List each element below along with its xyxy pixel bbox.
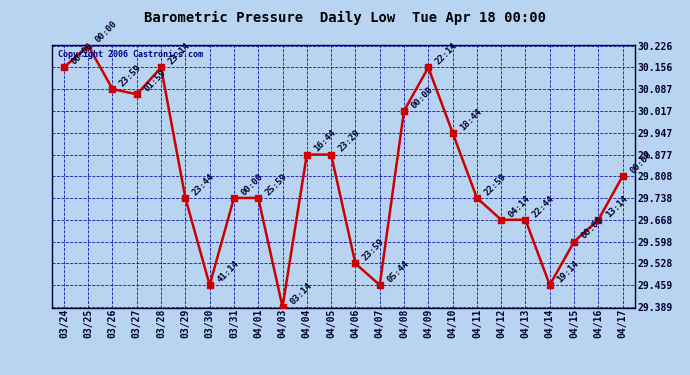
Point [350,261,361,267]
Point [131,92,142,98]
Point [399,108,410,114]
Point [569,238,580,244]
Text: 23:14: 23:14 [166,41,192,67]
Text: 13:14: 13:14 [604,194,629,219]
Point [495,217,506,223]
Point [253,195,264,201]
Point [180,195,191,201]
Text: 18:44: 18:44 [458,106,484,132]
Point [155,64,166,70]
Text: 00:00: 00:00 [94,20,119,45]
Point [326,152,337,157]
Text: 00:00: 00:00 [410,85,435,110]
Text: 00:00: 00:00 [628,150,653,176]
Text: 16:44: 16:44 [313,128,338,154]
Text: 22:44: 22:44 [531,194,556,219]
Point [277,304,288,310]
Point [423,64,434,70]
Text: 19:14: 19:14 [555,259,581,284]
Text: 03:14: 03:14 [288,281,313,306]
Text: 41:14: 41:14 [215,259,241,284]
Point [204,282,215,288]
Text: 25:59: 25:59 [264,172,289,197]
Text: 05:44: 05:44 [385,259,411,284]
Point [374,282,385,288]
Point [228,195,239,201]
Point [617,173,628,179]
Text: 23:44: 23:44 [191,172,216,197]
Text: 23:59: 23:59 [118,63,144,88]
Point [302,152,313,157]
Text: 00:00: 00:00 [70,41,95,67]
Point [83,43,94,49]
Text: 01:59: 01:59 [142,68,168,93]
Text: 23:59: 23:59 [361,237,386,263]
Text: 23:29: 23:29 [337,128,362,154]
Text: 22:59: 22:59 [482,172,508,197]
Point [471,195,482,201]
Point [593,217,604,223]
Point [59,64,70,70]
Text: Copyright 2006 Castronics.com: Copyright 2006 Castronics.com [57,50,203,59]
Text: 00:00: 00:00 [580,216,605,241]
Point [447,130,458,136]
Text: Barometric Pressure  Daily Low  Tue Apr 18 00:00: Barometric Pressure Daily Low Tue Apr 18… [144,11,546,26]
Text: 04:14: 04:14 [506,194,532,219]
Point [107,86,118,92]
Text: 22:14: 22:14 [434,41,460,67]
Point [544,282,555,288]
Text: 00:00: 00:00 [239,172,265,197]
Point [520,217,531,223]
